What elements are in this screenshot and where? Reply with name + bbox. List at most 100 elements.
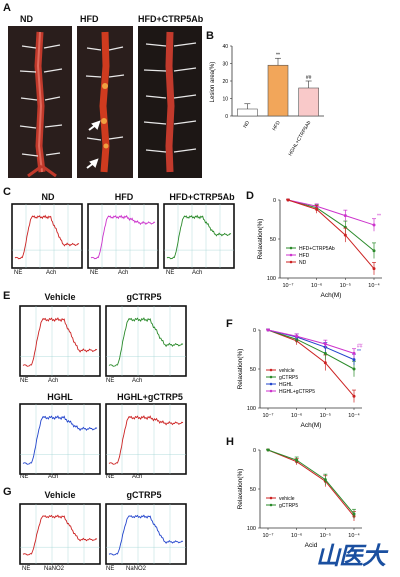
legend-label-H-0: vehicle: [279, 496, 295, 502]
point-H-1-1: [295, 458, 299, 462]
trace-c-hfd-trace: [90, 214, 156, 260]
legend-label-D-1: HFD: [299, 253, 310, 259]
series-line-H-0: [267, 449, 355, 517]
point-H-1-3: [352, 512, 356, 516]
tick-label-x-D: 10⁻⁷: [282, 282, 293, 289]
tick-label-y-b: 40: [222, 44, 228, 50]
point-D-2-2: [343, 233, 347, 237]
trace-c-hfd-ab-trace: [166, 214, 232, 260]
trace-label-e-ne3: NE: [20, 474, 29, 480]
legend-label-D-0: HFD+CTRP5Ab: [299, 246, 335, 252]
series-line-D-0: [287, 199, 375, 252]
legend-marker-F-0: [269, 368, 273, 372]
aorta-photo-hfd-ab: [138, 26, 202, 178]
tick-label-y-b: 30: [222, 62, 228, 68]
point-F-3-0: [266, 328, 270, 332]
tick-label-x-F: 10⁻⁶: [291, 412, 302, 419]
tick-label-y-D: 100: [267, 276, 276, 282]
point-F-3-1: [295, 334, 299, 338]
bar-b-0: [237, 108, 258, 117]
point-F-0-2: [323, 361, 327, 365]
trace-g-vehicle-frame: [19, 503, 101, 565]
legend-marker-D-0: [289, 246, 293, 250]
axis-label-y-b: Lesion area(%): [210, 62, 216, 103]
legend-marker-F-3: [269, 389, 273, 393]
aorta-photo-hfd: [77, 26, 133, 178]
trace-title-e-hghl-g: HGHL+gCTRP5: [117, 392, 183, 402]
tick-label-y-D: 0: [273, 198, 276, 204]
trace-title-c-hfd: HFD: [114, 192, 134, 202]
panel-label-b: B: [206, 30, 214, 42]
bar-b-1: [267, 64, 289, 117]
tick-label-y-F: 50: [250, 367, 256, 373]
legend-label-H-1: gCTRP5: [279, 503, 298, 509]
aorta-drawing-hfd-ab: [143, 31, 197, 173]
trace-title-g-vehicle: Vehicle: [44, 490, 76, 500]
trace-label-e-ach3: Ach: [48, 474, 59, 480]
chart-f-relaxation: 0 50 100 10⁻⁷ 10⁻⁶ 10⁻⁵ 10⁻⁴ Ach(M) Relaxation(%…: [237, 328, 363, 429]
trace-e-hghl-g-trace: [108, 415, 184, 465]
trace-label-e-ne1: NE: [20, 378, 29, 384]
series-line-D-2: [287, 199, 375, 269]
tick-label-y-F: 100: [247, 406, 256, 412]
legend-label-F-0: vehicle: [279, 368, 295, 374]
point-H-1-0: [266, 448, 270, 452]
series-line-F-3: [267, 329, 355, 354]
trace-label-g-ne1: NE: [22, 566, 31, 572]
trace-e-hghl-trace: [22, 415, 98, 465]
aorta-drawing-hfd: [85, 31, 125, 173]
trace-label-c-ach3: Ach: [192, 270, 203, 276]
bar-b-2: [298, 87, 319, 117]
point-D-1-2: [343, 214, 347, 218]
tick-label-x-H: 10⁻⁴: [348, 532, 360, 539]
trace-g-vehicle-trace: [22, 514, 98, 556]
tick-label-x-F: 10⁻⁴: [348, 412, 360, 419]
point-F-3-2: [323, 342, 327, 346]
tick-label-y-b: 10: [222, 97, 228, 103]
legend-marker-D-1: [289, 253, 293, 257]
series-line-H-1: [267, 449, 355, 515]
panel-label-f: F: [226, 318, 233, 330]
trace-e-gctrp5-trace: [108, 317, 184, 367]
series-line-F-0: [267, 329, 355, 397]
axis-label-x-F: Ach(M): [301, 422, 322, 429]
point-H-1-2: [323, 478, 327, 482]
tick-label-y-F: 0: [253, 328, 256, 334]
trace-title-c-hfd-ab: HFD+CTRP5Ab: [169, 192, 235, 202]
tick-label-x-D: 10⁻⁴: [368, 282, 380, 289]
legend-label-F-1: gCTRP5: [279, 375, 298, 381]
trace-c-nd-trace: [14, 214, 80, 260]
aorta-photo-nd: [8, 26, 72, 178]
aorta-drawing-nd: [19, 31, 63, 178]
point-D-2-0: [286, 198, 290, 202]
tick-label-y-D: 50: [270, 237, 276, 243]
significance-b-2: ##: [306, 75, 312, 81]
trace-label-c-ne1: NE: [14, 270, 23, 276]
chart-b-lesion-area: 0 10 20 30 40 Lesion area(%) ND ** HFD ## HGHL+CTR…: [210, 44, 324, 157]
point-F-1-2: [323, 351, 327, 355]
trace-e-hghl-frame: [19, 403, 101, 475]
traces-panel-c: [11, 203, 235, 269]
legend-marker-H-0: [269, 496, 273, 500]
traces-panel-e: [19, 305, 187, 475]
point-D-1-3: [372, 223, 376, 227]
significance-F-2-3: **: [357, 349, 361, 355]
significance-b-1: **: [276, 52, 280, 58]
tick-label-x-H: 10⁻⁵: [320, 532, 331, 539]
tick-label-x-D: 10⁻⁶: [311, 282, 322, 289]
panel-label-d: D: [246, 190, 254, 202]
trace-e-vehicle-frame: [19, 305, 101, 377]
legend-marker-F-2: [269, 382, 273, 386]
trace-c-hfd-ab-frame: [163, 203, 235, 269]
series-line-D-1: [287, 199, 375, 226]
trace-title-e-hghl: HGHL: [47, 392, 73, 402]
chart-h-relaxation: 0 50 100 10⁻⁷ 10⁻⁶ 10⁻⁵ 10⁻⁴ Acid Relaxation(%) v…: [237, 448, 362, 549]
trace-label-c-ach1: Ach: [46, 270, 57, 276]
category-label-b-0: ND: [242, 120, 251, 130]
trace-e-vehicle-trace: [22, 317, 98, 367]
panel-label-a: A: [3, 2, 11, 14]
axis-label-y-H: Relaxation(%): [237, 469, 244, 510]
trace-label-c-ach2: Ach: [118, 270, 129, 276]
trace-label-c-ne2: NE: [90, 270, 99, 276]
legend-label-D-2: ND: [299, 260, 307, 266]
